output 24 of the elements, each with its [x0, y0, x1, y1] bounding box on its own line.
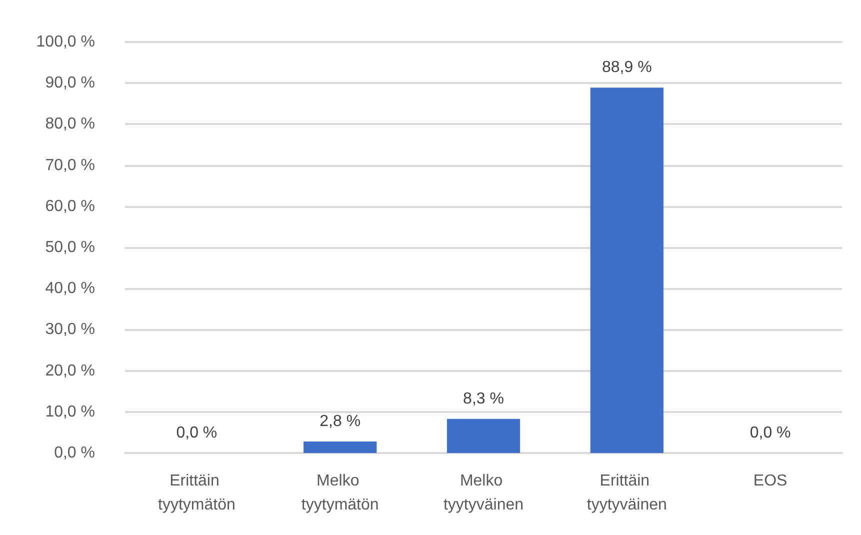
bar — [590, 88, 664, 453]
y-tick-label: 30,0 % — [45, 321, 95, 338]
y-tick-label: 0,0 % — [54, 444, 95, 462]
y-tick-label: 40,0 % — [45, 280, 95, 298]
y-tick-label: 20,0 % — [45, 362, 95, 380]
x-tick-label: EOS — [753, 472, 788, 490]
y-tick-label: 60,0 % — [45, 198, 95, 215]
data-label: 0,0 % — [176, 424, 218, 442]
y-tick-label: 10,0 % — [45, 403, 95, 420]
data-label: 88,9 % — [602, 59, 652, 76]
x-tick-label: Erittäin tyytymätön — [158, 472, 236, 514]
x-tick-label: Melko tyytyväinen — [443, 472, 524, 514]
data-label: 0,0 % — [750, 424, 791, 442]
y-tick-label: 50,0 % — [45, 239, 95, 256]
bar — [304, 441, 377, 453]
x-tick-label: Erittäin tyytyväinen — [586, 472, 667, 514]
bar — [446, 418, 520, 453]
data-label: 8,3 % — [463, 390, 504, 408]
data-label: 2,8 % — [320, 412, 361, 430]
y-tick-label: 80,0 % — [45, 116, 95, 133]
x-tick-label: Melko tyytymätön — [301, 472, 379, 514]
y-tick-label: 90,0 % — [45, 74, 95, 92]
y-tick-label: 100,0 % — [36, 34, 95, 50]
y-tick-label: 70,0 % — [45, 156, 95, 174]
